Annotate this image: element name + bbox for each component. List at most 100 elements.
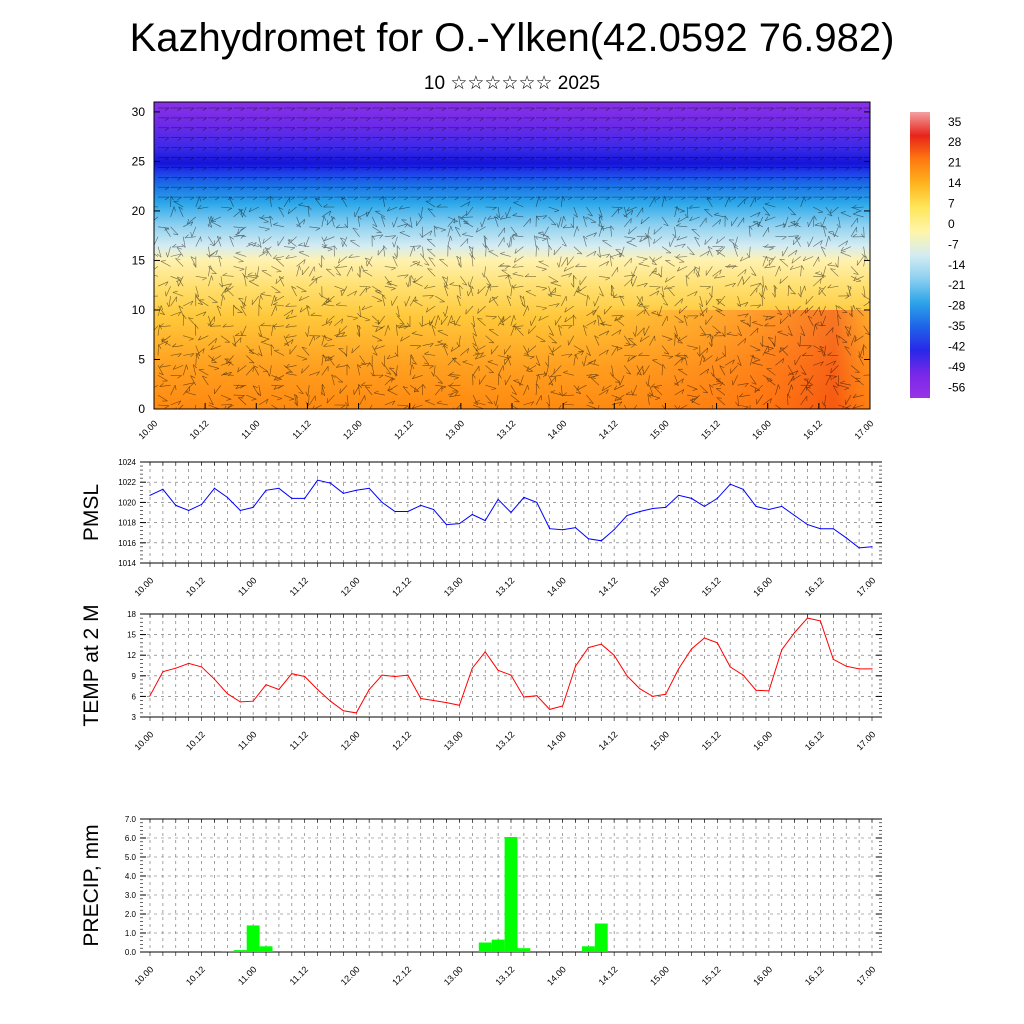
wind-barb [691, 228, 701, 237]
temp2m-point [265, 684, 267, 686]
wind-barb [852, 206, 864, 209]
wind-barb [284, 342, 289, 346]
wind-barb [489, 285, 491, 291]
wind-barb [479, 147, 485, 151]
wind-barb [749, 375, 757, 385]
wind-barb [774, 335, 776, 347]
wind-barb [517, 117, 522, 121]
wind-barb [264, 338, 270, 341]
wind-barb [208, 266, 217, 275]
wind-barb [681, 177, 686, 181]
wind-barb [504, 357, 510, 361]
wind-barb [164, 405, 170, 409]
wind-barb [187, 219, 189, 225]
wind-barb [640, 216, 650, 225]
wind-barb [353, 212, 356, 218]
wind-barb [568, 335, 575, 346]
y-tick-label: 1022 [118, 478, 136, 487]
wind-barb [194, 293, 199, 298]
wind-barb [686, 206, 689, 219]
colorbar-gradient [910, 112, 930, 398]
wind-barb [247, 274, 259, 277]
wind-barb [366, 186, 371, 191]
wind-barb [391, 400, 396, 406]
wind-barb [366, 117, 371, 121]
wind-barb [832, 127, 837, 131]
x-tick-label: 14.00 [545, 575, 568, 598]
wind-barb [492, 157, 497, 161]
wind-barb [764, 216, 769, 221]
wind-barb [467, 348, 469, 354]
wind-barb [691, 394, 701, 404]
temp2m-point [329, 700, 332, 702]
wind-barb [190, 300, 194, 306]
wind-barb [714, 214, 726, 218]
wind-barb [361, 265, 364, 271]
wind-barb [353, 157, 359, 161]
pmsl-point [149, 494, 151, 496]
wind-barb [618, 186, 623, 191]
wind-barb [530, 401, 535, 406]
wind-barb [827, 213, 833, 217]
wind-barb [260, 214, 265, 219]
wind-barb [661, 216, 669, 227]
wind-barb [693, 127, 699, 131]
wind-barb [271, 295, 275, 307]
temp2m-point [188, 662, 190, 665]
wind-barb [497, 374, 500, 386]
wind-barb [240, 186, 245, 191]
wind-barb [159, 384, 171, 387]
wind-barb [643, 107, 648, 112]
wind-barb [251, 398, 257, 401]
wind-barb [561, 353, 573, 356]
pmsl-point [871, 546, 873, 548]
wind-barb [766, 368, 776, 376]
wind-barb [325, 298, 328, 304]
wind-barb [498, 374, 502, 379]
wind-barb [807, 315, 813, 319]
wind-barb [357, 364, 362, 369]
wind-barb [827, 285, 839, 289]
x-tick-label: 13.00 [442, 729, 465, 752]
wind-barb [366, 157, 371, 161]
wind-barb [189, 177, 195, 181]
wind-barb [479, 375, 486, 385]
wind-barb [290, 127, 296, 131]
wind-barb [488, 329, 499, 336]
wind-barb [686, 246, 695, 255]
wind-barb [296, 259, 306, 267]
wind-barb [299, 307, 303, 313]
wind-barb [277, 236, 285, 247]
wind-barb [818, 286, 827, 295]
wind-barb [220, 283, 232, 287]
wind-barb [747, 412, 749, 416]
wind-barb [364, 319, 370, 322]
wind-barb [527, 384, 529, 390]
wind-barb [530, 186, 535, 191]
wind-barb [535, 305, 547, 309]
wind-barb [253, 365, 259, 369]
section-x-tick-label: 15.12 [699, 418, 722, 441]
wind-barb [535, 384, 538, 396]
wind-barb [575, 354, 578, 360]
wind-barb [837, 256, 839, 268]
wind-barb [429, 321, 433, 326]
wind-barb [567, 107, 573, 112]
wind-barb [678, 305, 688, 314]
wind-barb [211, 356, 214, 362]
wind-barb [400, 336, 403, 342]
wind-barb [341, 167, 346, 171]
wind-barb [510, 394, 520, 403]
wind-barb [789, 265, 794, 270]
wind-barb [611, 267, 618, 277]
wind-barb [840, 246, 844, 252]
wind-barb [413, 276, 423, 284]
wind-barb [303, 137, 308, 141]
wind-barb [391, 235, 396, 240]
wind-barb [222, 374, 234, 376]
wind-barb [177, 196, 182, 201]
wind-barb [472, 332, 477, 337]
wind-barb [454, 391, 459, 396]
wind-barb [593, 301, 595, 307]
wind-barb [172, 243, 177, 248]
